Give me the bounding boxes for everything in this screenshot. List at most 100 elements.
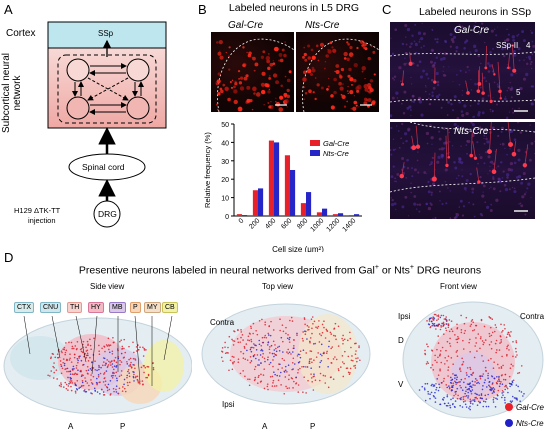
background-cell [451, 40, 455, 44]
background-cell [436, 80, 440, 84]
labeled-neuron [311, 68, 316, 73]
traced-neuron-dot [112, 336, 114, 339]
neuron-dendrite [481, 72, 484, 94]
traced-neuron-dot [424, 388, 426, 391]
traced-neuron-dot [85, 356, 88, 359]
traced-neuron-dot [516, 354, 518, 356]
labeled-neuron [247, 53, 252, 58]
traced-neuron-dot [244, 358, 247, 360]
background-cell [518, 87, 521, 90]
traced-neuron-dot [86, 372, 89, 375]
traced-neuron-dot [493, 388, 496, 390]
traced-neuron-dot [447, 326, 450, 329]
background-cell [417, 151, 419, 153]
traced-neuron-dot [299, 356, 302, 359]
traced-neuron-dot [255, 357, 257, 360]
labeled-neuron [466, 91, 470, 95]
traced-neuron-dot [115, 361, 118, 364]
traced-neuron-dot [273, 355, 275, 358]
background-cell [390, 37, 392, 39]
traced-neuron-dot [130, 367, 133, 369]
traced-neuron-dot [59, 360, 62, 362]
background-cell [454, 28, 458, 31]
traced-neuron-dot [104, 364, 107, 366]
traced-neuron-dot [134, 367, 136, 370]
traced-neuron-dot [77, 369, 79, 371]
traced-neuron-dot [469, 366, 471, 369]
background-cell [426, 173, 428, 175]
background-cell [438, 148, 441, 151]
traced-neuron-dot [55, 369, 58, 371]
network-node [66, 58, 90, 82]
background-cell [472, 115, 475, 118]
traced-neuron-dot [69, 370, 72, 373]
background-cell [505, 67, 508, 69]
traced-neuron-dot [456, 323, 458, 326]
traced-neuron-dot [90, 348, 92, 351]
traced-neuron-dot [227, 346, 229, 349]
traced-neuron-dot [128, 375, 131, 378]
traced-neuron-dot [262, 341, 265, 344]
traced-neuron-dot [269, 375, 272, 378]
background-cell [461, 94, 463, 96]
background-cell [499, 143, 502, 146]
traced-neuron-dot [436, 361, 438, 364]
traced-neuron-dot [442, 333, 445, 335]
traced-neuron-dot [418, 389, 421, 391]
traced-neuron-dot [500, 323, 502, 326]
traced-neuron-dot [86, 352, 89, 355]
traced-neuron-dot [320, 343, 323, 346]
traced-neuron-dot [500, 366, 503, 368]
traced-neuron-dot [271, 352, 274, 355]
traced-neuron-dot [56, 378, 58, 380]
labeled-neuron [278, 107, 284, 112]
background-cell [483, 162, 486, 165]
traced-neuron-dot [478, 382, 481, 385]
labeled-neuron [283, 92, 288, 97]
labeled-neuron [303, 86, 306, 88]
labeled-neuron [267, 90, 271, 94]
traced-neuron-dot [299, 367, 301, 370]
labeled-neuron [230, 86, 234, 89]
neuron-dendrite [507, 122, 511, 145]
traced-neuron-dot [471, 389, 474, 391]
background-cell [482, 191, 484, 193]
traced-neuron-dot [95, 381, 98, 384]
traced-neuron-dot [459, 381, 461, 383]
traced-neuron-dot [254, 344, 256, 346]
background-cell [461, 214, 465, 217]
traced-neuron-dot [92, 375, 95, 378]
traced-neuron-dot [293, 345, 295, 347]
traced-neuron-dot [324, 382, 327, 384]
x-tick-label: 200 [248, 217, 261, 230]
background-cell [465, 111, 469, 116]
traced-neuron-dot [431, 322, 434, 325]
traced-neuron-dot [506, 354, 508, 357]
labeled-neuron [218, 50, 221, 52]
background-cell [512, 111, 515, 114]
bar-gal-cre [284, 155, 290, 216]
traced-neuron-dot [425, 363, 428, 365]
background-cell [526, 187, 529, 190]
background-cell [486, 62, 490, 65]
traced-neuron-dot [484, 379, 487, 381]
traced-neuron-dot [508, 349, 510, 351]
traced-neuron-dot [454, 377, 456, 379]
traced-neuron-dot [447, 369, 449, 371]
traced-neuron-dot [504, 373, 507, 376]
traced-neuron-dot [260, 362, 262, 364]
traced-neuron-dot [256, 382, 259, 384]
traced-neuron-dot [50, 370, 53, 372]
background-cell [438, 137, 442, 141]
traced-neuron-dot [431, 324, 434, 327]
traced-neuron-dot [460, 314, 462, 317]
traced-neuron-dot [127, 384, 129, 387]
labeled-neuron [302, 55, 305, 59]
labeled-neuron [229, 81, 232, 84]
traced-neuron-dot [77, 361, 79, 364]
traced-neuron-dot [134, 358, 136, 360]
background-cell [445, 202, 448, 205]
background-cell [437, 155, 441, 160]
labeled-neuron [286, 88, 290, 93]
neuron-dendrite [433, 152, 436, 180]
